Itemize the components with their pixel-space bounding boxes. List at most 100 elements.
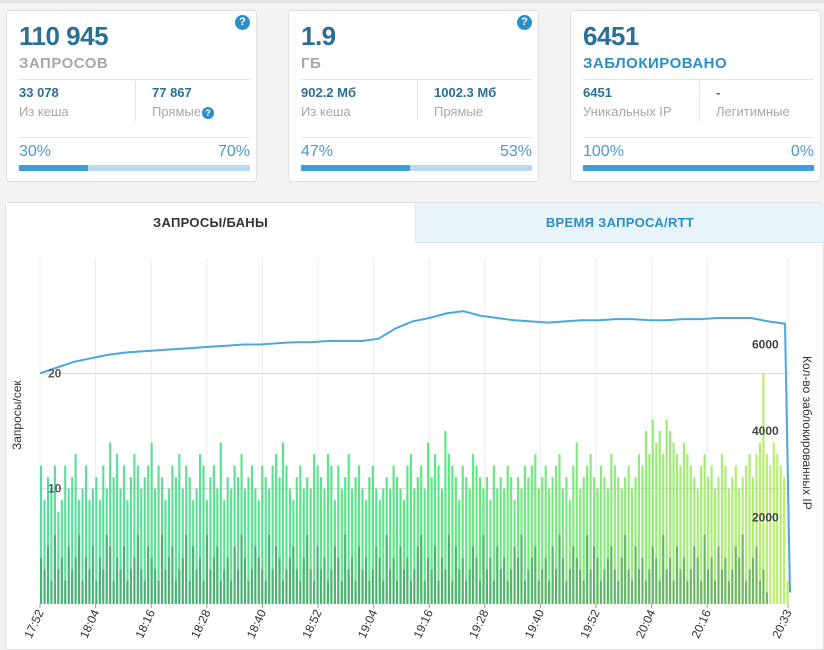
cached-bar: [665, 569, 668, 604]
cached-bar: [465, 580, 468, 604]
request-bar: [472, 454, 475, 604]
cached-bar: [634, 546, 637, 604]
cached-bar: [264, 580, 267, 604]
cached-bar: [565, 580, 568, 604]
cached-bar: [672, 580, 675, 604]
request-bar: [617, 477, 620, 604]
request-bar: [409, 454, 412, 604]
cached-bar: [364, 557, 368, 604]
left-sub-value: 902.2 Мб: [301, 85, 357, 100]
cached-bar: [745, 580, 748, 604]
x-tick-label: 19:40: [522, 607, 548, 640]
cached-bar: [741, 534, 744, 604]
request-bar: [783, 477, 786, 604]
cached-bar: [212, 557, 215, 604]
x-tick-label: 20:33: [769, 607, 795, 640]
request-bar: [700, 465, 703, 604]
request-bar: [572, 465, 575, 604]
request-bar: [230, 488, 233, 604]
request-bar: [43, 500, 46, 604]
cached-bar: [126, 580, 129, 604]
request-bar: [499, 477, 502, 604]
x-tick-label: 19:16: [411, 607, 437, 640]
request-bar: [299, 465, 302, 604]
cached-bar: [734, 546, 737, 604]
cached-bar: [40, 557, 43, 604]
request-bar: [129, 477, 132, 604]
help-icon[interactable]: ?: [235, 15, 250, 30]
cached-bar: [731, 569, 734, 604]
request-bar: [593, 477, 596, 604]
request-bar: [713, 488, 717, 604]
tab-request-time-rtt[interactable]: ВРЕМЯ ЗАПРОСА/RTT: [415, 203, 824, 243]
request-bar: [475, 465, 478, 604]
help-icon[interactable]: ?: [517, 15, 532, 30]
cached-bar: [554, 569, 558, 604]
request-bar: [503, 488, 506, 604]
cached-bar: [147, 546, 150, 604]
request-bar: [707, 477, 710, 604]
request-bar: [565, 477, 568, 604]
cached-bar: [60, 557, 63, 604]
right-percent: 0%: [790, 143, 814, 160]
cached-bar: [582, 580, 585, 604]
divider: [19, 137, 250, 138]
cached-bar: [641, 557, 644, 604]
cached-bar: [461, 557, 464, 604]
y-right-tick-label: 2000: [752, 511, 779, 525]
request-bar: [589, 454, 592, 604]
cached-bar: [319, 569, 323, 604]
request-bar: [261, 465, 264, 604]
cached-bar: [537, 580, 540, 604]
cached-bar: [527, 569, 530, 604]
cached-bar: [271, 569, 274, 604]
x-tick-label: 19:28: [466, 607, 492, 640]
request-bar: [98, 500, 101, 604]
cached-bar: [261, 569, 264, 604]
stat-value: 1.9: [301, 21, 336, 51]
cached-bar: [357, 546, 361, 604]
cached-bar: [119, 569, 122, 604]
request-bar: [696, 488, 699, 604]
x-tick-label: 17:52: [21, 607, 47, 640]
request-bar: [734, 465, 737, 604]
left-percent: 47%: [301, 143, 334, 160]
split-bar-fill: [301, 165, 410, 171]
cached-bar: [765, 592, 768, 604]
cached-bar: [53, 534, 56, 604]
request-bar: [541, 477, 544, 604]
cached-bar: [516, 557, 520, 604]
tab-requests-bans[interactable]: ЗАПРОСЫ/БАНЫ: [6, 203, 415, 243]
cached-bar: [105, 534, 108, 604]
request-bar: [202, 465, 205, 604]
cached-bar: [610, 546, 613, 604]
cached-bar: [143, 580, 146, 604]
help-icon[interactable]: ?: [201, 106, 214, 119]
request-bar: [720, 454, 724, 604]
request-bar: [582, 477, 585, 604]
x-tick-label: 20:16: [689, 607, 715, 640]
request-bar: [95, 477, 98, 604]
request-bar: [157, 465, 160, 604]
request-bar: [112, 477, 115, 604]
cached-bar: [472, 546, 475, 604]
y-left-tick-label: 10: [48, 482, 62, 496]
cached-bar: [541, 569, 544, 604]
request-bar: [658, 431, 661, 604]
request-bar: [57, 511, 60, 604]
cached-bar: [444, 569, 447, 604]
cached-bar: [202, 580, 205, 604]
cached-bar: [354, 580, 357, 604]
request-bar: [240, 454, 243, 604]
cached-bar: [292, 546, 295, 604]
cached-bar: [209, 569, 212, 604]
request-bar: [568, 500, 571, 604]
stat-caption: ЗАБЛОКИРОВАНО: [583, 55, 728, 72]
cached-bar: [247, 580, 250, 604]
cached-bar: [589, 569, 592, 604]
line-series: [39, 310, 791, 593]
cached-bar: [406, 557, 409, 604]
x-tick-label: 18:52: [299, 607, 325, 640]
divider: [19, 79, 250, 80]
cached-bar: [181, 557, 184, 604]
